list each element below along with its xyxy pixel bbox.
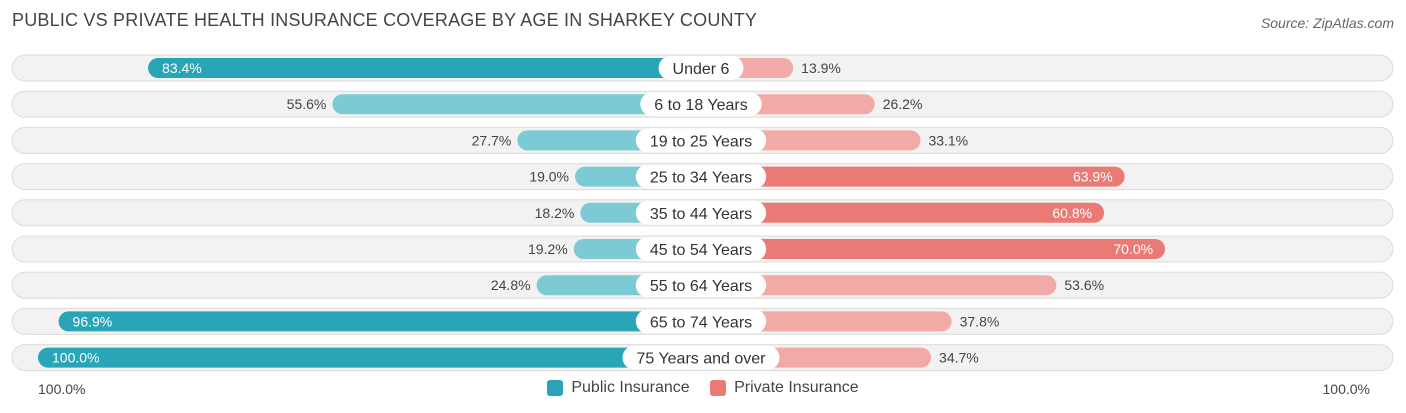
legend: Public Insurance Private Insurance [0, 379, 1406, 401]
private-value-label: 63.9% [1073, 169, 1113, 185]
private-bar [701, 275, 1057, 296]
axis-left-label: 100.0% [38, 381, 86, 397]
public-value-label: 83.4% [162, 60, 202, 76]
public-value-label: 24.8% [491, 277, 531, 293]
public-value-label: 100.0% [52, 350, 99, 366]
category-label-bg [635, 273, 767, 298]
category-label-bg [635, 164, 767, 189]
legend-item-private: Private Insurance [710, 379, 859, 397]
category-label: 65 to 74 Years [650, 314, 752, 331]
chart-title: PUBLIC VS PRIVATE HEALTH INSURANCE COVER… [12, 10, 758, 30]
private-value-label: 70.0% [1113, 241, 1153, 257]
category-label: 19 to 25 Years [650, 133, 752, 150]
source-label: Source: ZipAtlas.com [1260, 15, 1394, 31]
category-label-bg [622, 345, 780, 370]
category-label: 75 Years and over [637, 351, 767, 368]
category-label-bg [635, 309, 767, 334]
public-value-label: 19.2% [528, 241, 568, 257]
legend-swatch-private [710, 380, 727, 396]
category-label: 45 to 54 Years [650, 242, 752, 259]
chart-area: 83.4% 13.9% Under 6 55.6% 26.2% 6 to 18 Years… [11, 54, 1394, 372]
public-value-label: 19.0% [529, 169, 569, 185]
public-value-label: 18.2% [535, 205, 575, 221]
public-value-label: 55.6% [287, 96, 327, 112]
category-label: Under 6 [673, 61, 730, 78]
category-label: 25 to 34 Years [650, 170, 752, 187]
private-value-label: 13.9% [801, 60, 841, 76]
category-label: 55 to 64 Years [650, 278, 752, 295]
legend-label-private: Private Insurance [734, 379, 859, 396]
category-label-bg [635, 200, 767, 225]
public-value-label: 96.9% [73, 313, 113, 329]
category-label-bg [635, 237, 767, 261]
public-bar [332, 94, 701, 115]
axis-right-label: 100.0% [1322, 381, 1370, 397]
public-bar [38, 347, 701, 368]
category-label: 6 to 18 Years [654, 97, 747, 114]
public-bar [148, 58, 702, 78]
public-value-label: 27.7% [472, 132, 512, 148]
private-bar [701, 202, 1105, 223]
category-label-bg [658, 56, 744, 80]
category-label-bg [635, 128, 767, 153]
public-bar [58, 311, 702, 332]
category-label-bg [640, 92, 762, 117]
legend-swatch-public [547, 380, 564, 396]
legend-label-public: Public Insurance [571, 379, 690, 396]
private-value-label: 60.8% [1052, 205, 1092, 221]
legend-item-public: Public Insurance [547, 379, 690, 397]
private-bar [701, 166, 1125, 187]
private-value-label: 53.6% [1064, 277, 1104, 293]
private-value-label: 37.8% [960, 313, 1000, 329]
private-value-label: 34.7% [939, 350, 979, 366]
private-value-label: 26.2% [883, 96, 923, 112]
category-label: 35 to 44 Years [650, 206, 752, 223]
private-value-label: 33.1% [928, 132, 968, 148]
private-bar [701, 239, 1166, 259]
